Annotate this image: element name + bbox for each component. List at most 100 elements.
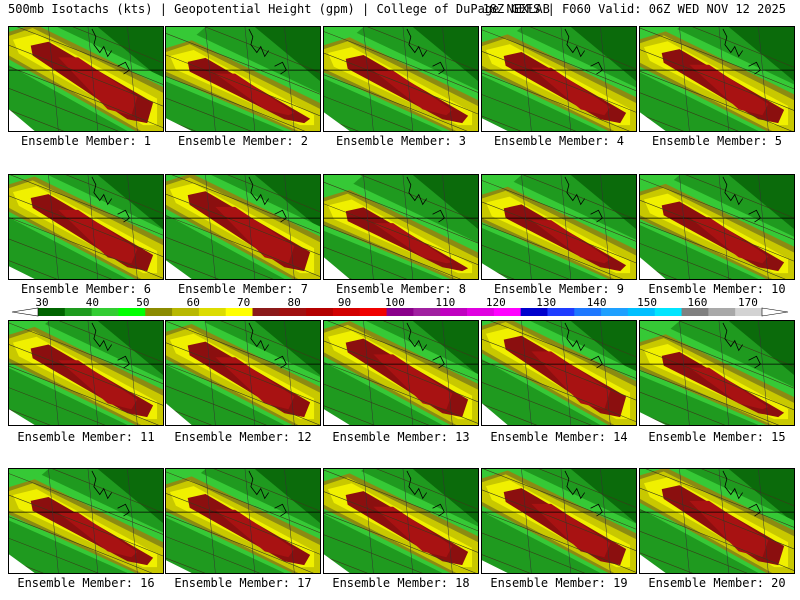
height-contour (9, 387, 106, 425)
state-boundary (87, 469, 99, 573)
height-contour (52, 469, 163, 514)
state-boundary (205, 321, 216, 425)
state-boundary (402, 175, 414, 279)
colorbar-swatch (145, 308, 173, 316)
height-contour (9, 238, 112, 279)
colorbar-tick-label: 80 (287, 296, 300, 309)
colorbar-swatch (91, 308, 119, 316)
height-contour (640, 327, 794, 389)
colorbar-swatch (547, 308, 575, 316)
ensemble-member-caption: Ensemble Member: 16 (17, 576, 155, 590)
height-contour (324, 491, 478, 553)
state-boundary (679, 469, 690, 573)
jet-core-100kt (373, 223, 453, 264)
colorbar-swatch (252, 308, 280, 316)
ensemble-member-caption: Ensemble Member: 14 (490, 430, 628, 444)
height-contour (166, 407, 213, 425)
height-contour (482, 382, 592, 425)
colorbar-tick-label: 140 (587, 296, 607, 309)
map-title: 500mb Isotachs (kts) | Geopotential Heig… (8, 2, 550, 16)
state-boundary (758, 321, 769, 425)
ensemble-member-map (639, 468, 795, 574)
ensemble-member-caption: Ensemble Member: 11 (17, 430, 155, 444)
height-contour (640, 178, 794, 240)
height-contour (16, 27, 163, 85)
jet-core-100kt (689, 64, 769, 116)
colorbar-tick-label: 150 (637, 296, 657, 309)
state-boundary (718, 175, 730, 279)
state-boundary (600, 321, 611, 425)
height-contour (9, 473, 163, 535)
state-boundary (244, 27, 256, 131)
height-contour (678, 321, 794, 367)
height-contour (367, 27, 478, 72)
height-contour (9, 109, 65, 131)
height-contour (166, 33, 320, 95)
height-contour (640, 552, 693, 573)
ensemble-member-caption: Ensemble Member: 20 (648, 576, 786, 590)
state-boundary (402, 27, 414, 131)
moderate-wind-area (324, 175, 364, 210)
height-contour (640, 509, 794, 571)
state-boundary (560, 321, 572, 425)
ensemble-member-caption: Ensemble Member: 10 (648, 282, 786, 296)
colorbar-swatch (38, 308, 66, 316)
ensemble-member-caption: Ensemble Member: 18 (332, 576, 470, 590)
ensemble-member-map (323, 468, 479, 574)
colorbar-swatch (735, 308, 763, 316)
ensemble-member-map (165, 174, 321, 280)
state-boundary (244, 321, 256, 425)
weak-wind-area (570, 175, 636, 229)
height-contour (166, 54, 320, 117)
ensemble-member-caption: Ensemble Member: 15 (648, 430, 786, 444)
no-data-area (9, 266, 35, 279)
colorbar-swatch (627, 308, 656, 316)
state-boundary (127, 27, 138, 131)
no-data-area (640, 112, 666, 131)
height-contour (9, 88, 119, 131)
height-contour (482, 115, 522, 131)
state-boundary (244, 175, 256, 279)
colorbar-tick-label: 50 (136, 296, 149, 309)
state-boundary (758, 469, 769, 573)
height-contour (9, 538, 99, 573)
height-contour (640, 114, 684, 131)
ensemble-member-map (639, 320, 795, 426)
weak-wind-area (97, 469, 163, 523)
ensemble-member-caption: Ensemble Member: 5 (651, 134, 783, 148)
state-boundary (284, 469, 295, 573)
ensemble-member-map (8, 320, 164, 426)
colorbar-tick-label: 170 (738, 296, 758, 309)
height-contour (166, 215, 320, 277)
height-contour (482, 244, 570, 279)
jet-core-100kt (215, 509, 295, 558)
great-lakes-outline (91, 322, 130, 369)
height-contour (65, 175, 163, 214)
great-lakes-outline (722, 176, 761, 223)
great-lakes-outline (564, 176, 603, 223)
model-valid-time: 18Z GEFS | F060 Valid: 06Z WED NOV 12 20… (482, 2, 786, 16)
height-contour (166, 321, 320, 383)
jet-core-100kt (215, 357, 295, 410)
height-contour (482, 360, 636, 422)
state-boundary (521, 321, 532, 425)
great-lakes-outline (564, 322, 603, 369)
height-contour (482, 29, 636, 91)
colorbar-swatch (467, 308, 495, 316)
colorbar-swatch (332, 308, 361, 316)
colorbar-tick-label: 30 (35, 296, 48, 309)
ensemble-member-caption: Ensemble Member: 19 (490, 576, 628, 590)
height-contour (9, 217, 163, 279)
height-contour (9, 322, 163, 385)
height-contour (166, 76, 306, 131)
height-contour (522, 175, 636, 221)
height-contour (9, 195, 163, 258)
height-contour (482, 532, 585, 573)
state-boundary (127, 175, 138, 279)
height-contour (204, 27, 320, 73)
height-contour (166, 514, 314, 573)
height-contour (324, 534, 423, 573)
height-contour (324, 181, 478, 244)
great-lakes-outline (248, 176, 287, 223)
height-contour (166, 364, 320, 425)
